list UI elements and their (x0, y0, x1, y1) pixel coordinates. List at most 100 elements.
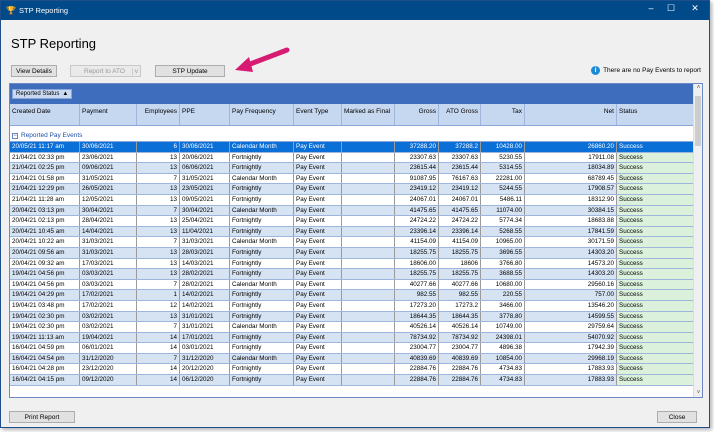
cell-tax: 3778.80 (481, 311, 525, 322)
cell-payment: 31/05/2021 (80, 173, 137, 184)
table-row[interactable]: 20/04/21 10:22 am 31/03/2021 7 31/03/2021 Ca… (10, 237, 694, 248)
cell-event-type: Pay Event (294, 237, 342, 247)
cell-ppe: 23/05/2021 (180, 184, 230, 194)
table-row[interactable]: 21/04/21 01:58 pm 31/05/2021 7 31/05/2021 Ca… (10, 173, 694, 185)
table-row[interactable]: 20/04/21 03:13 pm 30/04/2021 7 30/04/2021 Ca… (10, 205, 694, 217)
table-row[interactable]: 19/04/21 04:56 pm 03/03/2021 7 28/02/2021 Ca… (10, 279, 694, 291)
cell-event-type: Pay Event (294, 184, 342, 194)
cell-ppe: 31/01/2021 (180, 311, 230, 322)
maximize-button[interactable]: ☐ (666, 3, 676, 13)
cell-gross: 37288.20 (395, 142, 439, 152)
vertical-scrollbar[interactable]: ˄ ˅ (693, 84, 702, 397)
cell-payment: 03/02/2021 (80, 311, 137, 322)
table-row[interactable]: 19/04/21 11:13 am 19/04/2021 14 17/01/2021 F… (10, 332, 694, 344)
column-header-created-date[interactable]: Created Date (10, 104, 80, 125)
table-row[interactable]: 21/04/21 12:29 pm 26/05/2021 13 23/05/2021 F… (10, 184, 694, 195)
cell-payment: 03/02/2021 (80, 322, 137, 332)
cell-employees: 13 (137, 269, 180, 279)
cell-payment: 17/02/2021 (80, 290, 137, 300)
cell-payment: 14/04/2021 (80, 226, 137, 237)
table-row[interactable]: 19/04/21 03:48 pm 17/02/2021 12 14/02/2021 F… (10, 300, 694, 312)
cell-marked-as-final (342, 269, 395, 279)
grid-rows: 20/05/21 11:17 am 30/06/2021 6 30/06/2021 Ca… (10, 142, 702, 386)
column-header-net[interactable]: Net (525, 104, 617, 125)
table-row[interactable]: 19/04/21 02:30 pm 03/02/2021 7 31/01/2021 Ca… (10, 322, 694, 333)
cell-ppe: 28/02/2021 (180, 279, 230, 290)
cell-net: 18683.88 (525, 216, 617, 226)
cell-status: Success (617, 300, 694, 311)
scroll-down-icon[interactable]: ˅ (696, 390, 701, 396)
app-icon: 🏆 (6, 6, 16, 15)
cell-pay-frequency: Fortnightly (230, 216, 294, 226)
cell-status: Success (617, 194, 694, 205)
view-details-button[interactable]: View Details (11, 65, 57, 77)
print-report-button[interactable]: Print Report (9, 411, 75, 423)
cell-status: Success (617, 290, 694, 300)
report-to-ato-button[interactable]: Report to ATO v (70, 65, 141, 77)
column-header-event-type[interactable]: Event Type (294, 104, 342, 125)
table-row[interactable]: 20/04/21 09:32 am 17/03/2021 13 14/03/2021 F… (10, 258, 694, 270)
cell-status: Success (617, 258, 694, 269)
scrollbar-thumb[interactable] (695, 96, 701, 146)
cell-employees: 13 (137, 152, 180, 163)
chevron-down-icon[interactable]: v (131, 67, 138, 75)
cell-created-date: 19/04/21 03:48 pm (10, 300, 80, 311)
info-message: i There are no Pay Events to report (591, 66, 701, 75)
stp-update-button[interactable]: STP Update (155, 65, 225, 77)
cell-employees: 13 (137, 247, 180, 258)
table-row[interactable]: 16/04/21 04:28 pm 23/12/2020 14 20/12/2020 F… (10, 364, 694, 376)
minimize-button[interactable]: – (648, 3, 654, 13)
cell-status: Success (617, 152, 694, 163)
cell-payment: 17/03/2021 (80, 258, 137, 269)
close-window-button[interactable]: ✕ (691, 3, 699, 13)
cell-payment: 31/12/2020 (80, 353, 137, 364)
cell-payment: 28/04/2021 (80, 216, 137, 226)
cell-ato-gross: 40277.66 (439, 279, 481, 290)
cell-pay-frequency: Fortnightly (230, 194, 294, 205)
table-row[interactable]: 19/04/21 04:56 pm 03/03/2021 13 28/02/2021 F… (10, 269, 694, 280)
table-row[interactable]: 21/04/21 11:28 am 12/05/2021 13 09/05/2021 F… (10, 194, 694, 206)
cell-pay-frequency: Fortnightly (230, 375, 294, 385)
cell-pay-frequency: Fortnightly (230, 163, 294, 173)
table-row[interactable]: 16/04/21 04:15 pm 09/12/2020 14 06/12/2020 F… (10, 375, 694, 386)
collapse-icon[interactable]: − (12, 133, 18, 139)
table-row[interactable]: 20/04/21 09:56 am 31/03/2021 13 28/03/2021 F… (10, 247, 694, 259)
cell-pay-frequency: Fortnightly (230, 364, 294, 375)
cell-ppe: 31/05/2021 (180, 173, 230, 184)
table-row[interactable]: 20/04/21 10:45 am 14/04/2021 13 11/04/2021 F… (10, 226, 694, 238)
scroll-up-icon[interactable]: ˄ (696, 85, 701, 91)
group-row-reported-pay-events[interactable]: − Reported Pay Events (10, 126, 694, 142)
cell-gross: 23307.63 (395, 152, 439, 163)
column-header-tax[interactable]: Tax (481, 104, 525, 125)
cell-created-date: 16/04/21 04:54 pm (10, 353, 80, 364)
cell-created-date: 20/04/21 10:45 am (10, 226, 80, 237)
column-header-marked-as-final[interactable]: Marked as Final (342, 104, 395, 125)
cell-status: Success (617, 375, 694, 385)
group-chip-reported-status[interactable]: Reported Status ▲ (12, 89, 73, 99)
cell-tax: 5230.55 (481, 152, 525, 163)
cell-created-date: 20/04/21 03:13 pm (10, 205, 80, 216)
table-row[interactable]: 21/04/21 02:33 pm 23/06/2021 13 20/06/2021 F… (10, 152, 694, 164)
cell-pay-frequency: Fortnightly (230, 184, 294, 194)
cell-created-date: 19/04/21 02:30 pm (10, 322, 80, 332)
column-header-ato-gross[interactable]: ATO Gross (439, 104, 481, 125)
cell-marked-as-final (342, 152, 395, 163)
column-header-status[interactable]: Status (617, 104, 694, 125)
column-header-ppe[interactable]: PPE (180, 104, 230, 125)
table-row[interactable]: 21/04/21 02:25 pm 09/06/2021 13 06/06/2021 F… (10, 163, 694, 174)
column-header-payment[interactable]: Payment (80, 104, 137, 125)
table-row[interactable]: 19/04/21 04:29 pm 17/02/2021 1 14/02/2021 Fo… (10, 290, 694, 301)
table-row[interactable]: 20/05/21 11:17 am 30/06/2021 6 30/06/2021 Ca… (10, 142, 694, 153)
table-row[interactable]: 20/04/21 02:13 pm 28/04/2021 13 25/04/2021 F… (10, 216, 694, 227)
cell-tax: 10680.00 (481, 279, 525, 290)
close-button[interactable]: Close (657, 411, 697, 423)
cell-payment: 09/06/2021 (80, 163, 137, 173)
table-row[interactable]: 16/04/21 04:59 pm 06/01/2021 14 03/01/2021 F… (10, 343, 694, 354)
column-header-employees[interactable]: Employees (137, 104, 180, 125)
table-row[interactable]: 16/04/21 04:54 pm 31/12/2020 7 31/12/2020 Ca… (10, 353, 694, 365)
column-header-pay-frequency[interactable]: Pay Frequency (230, 104, 294, 125)
column-header-gross[interactable]: Gross (395, 104, 439, 125)
table-row[interactable]: 19/04/21 02:30 pm 03/02/2021 13 31/01/2021 F… (10, 311, 694, 323)
cell-gross: 23396.14 (395, 226, 439, 237)
cell-event-type: Pay Event (294, 364, 342, 375)
